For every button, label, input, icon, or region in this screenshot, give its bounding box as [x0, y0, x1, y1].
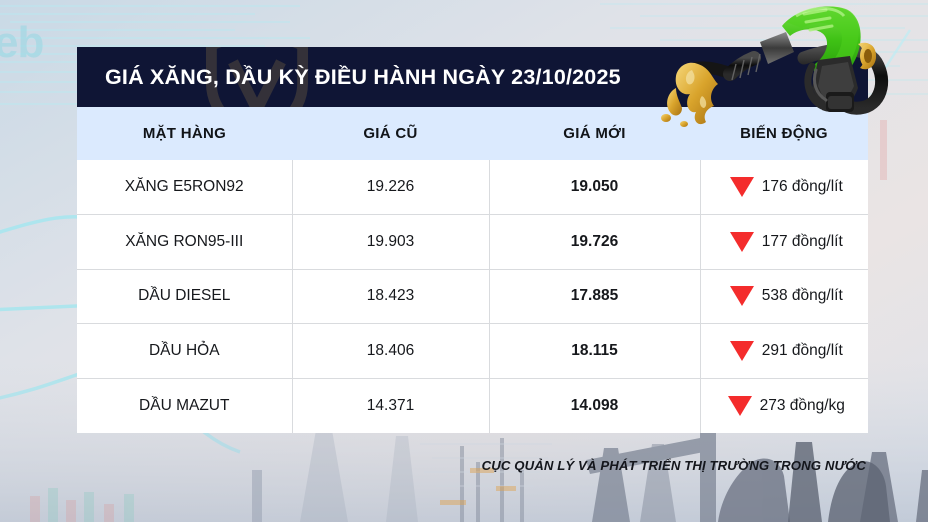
cell-product: XĂNG E5RON92	[77, 160, 293, 215]
cell-new-price: 14.098	[489, 377, 701, 433]
column-header-product: MẶT HÀNG	[142, 125, 227, 142]
cell-change: 176 đồng/lít	[700, 160, 868, 215]
column-header-new-price: GIÁ MỚI	[563, 125, 626, 142]
table-header: MẶT HÀNG GIÁ CŨ GIÁ MỚI BIẾN ĐỘNG	[77, 107, 868, 160]
cell-product: XĂNG RON95-III	[77, 214, 293, 269]
title-band: GIÁ XĂNG, DẦU KỲ ĐIỀU HÀNH NGÀY 23/10/20…	[77, 47, 868, 107]
cell-new-price: 19.050	[489, 160, 701, 215]
change-amount: 538 đồng/lít	[761, 287, 843, 305]
cell-change: 538 đồng/lít	[700, 268, 868, 324]
price-table-card: GIÁ XĂNG, DẦU KỲ ĐIỀU HÀNH NGÀY 23/10/20…	[77, 47, 868, 433]
change-amount: 273 đồng/kg	[759, 396, 845, 414]
cell-new-price: 18.115	[489, 323, 701, 378]
arrow-down-icon	[729, 286, 754, 307]
cell-change: 177 đồng/lít	[700, 214, 868, 269]
arrow-down-icon	[729, 231, 754, 252]
column-header-change: BIẾN ĐỘNG	[740, 125, 828, 142]
change-amount: 177 đồng/lít	[761, 232, 843, 250]
cell-new-price: 19.726	[489, 214, 701, 269]
cell-product: DẦU DIESEL	[77, 268, 293, 324]
table-row: DẦU HỎA 18.406 18.115 291 đồng/lít	[77, 323, 868, 378]
cell-old-price: 19.903	[292, 214, 490, 269]
table-body: XĂNG E5RON92 19.226 19.050 176 đồng/lít …	[77, 160, 868, 433]
background-watermark: eb	[0, 18, 44, 67]
cell-old-price: 18.406	[292, 323, 490, 378]
cell-old-price: 14.371	[292, 377, 490, 433]
cell-product: DẦU MAZUT	[77, 377, 293, 433]
arrow-down-icon	[727, 395, 752, 416]
arrow-down-icon	[729, 177, 754, 197]
footer-credit: CỤC QUẢN LÝ VÀ PHÁT TRIỂN THỊ TRƯỜNG TRO…	[481, 458, 866, 473]
arrow-down-icon	[729, 340, 754, 361]
cell-change: 273 đồng/kg	[700, 377, 868, 433]
table-row: XĂNG E5RON92 19.226 19.050 176 đồng/lít	[77, 160, 868, 215]
table-row: XĂNG RON95-III 19.903 19.726 177 đồng/lí…	[77, 214, 868, 269]
change-amount: 291 đồng/lít	[761, 341, 843, 359]
table-row: DẦU DIESEL 18.423 17.885 538 đồng/lít	[77, 268, 868, 324]
change-amount: 176 đồng/lít	[761, 178, 843, 195]
cell-new-price: 17.885	[489, 268, 701, 324]
cell-old-price: 18.423	[292, 268, 490, 324]
column-header-old-price: GIÁ CŨ	[363, 125, 418, 142]
price-table: MẶT HÀNG GIÁ CŨ GIÁ MỚI BIẾN ĐỘNG XĂNG E…	[77, 107, 868, 433]
table-header-row: MẶT HÀNG GIÁ CŨ GIÁ MỚI BIẾN ĐỘNG	[77, 107, 868, 160]
cell-change: 291 đồng/lít	[700, 323, 868, 378]
page-title: GIÁ XĂNG, DẦU KỲ ĐIỀU HÀNH NGÀY 23/10/20…	[105, 64, 621, 89]
cell-product: DẦU HỎA	[77, 323, 293, 378]
cell-old-price: 19.226	[292, 160, 490, 215]
table-row: DẦU MAZUT 14.371 14.098 273 đồng/kg	[77, 377, 868, 433]
shield-emblem-icon	[206, 47, 308, 107]
